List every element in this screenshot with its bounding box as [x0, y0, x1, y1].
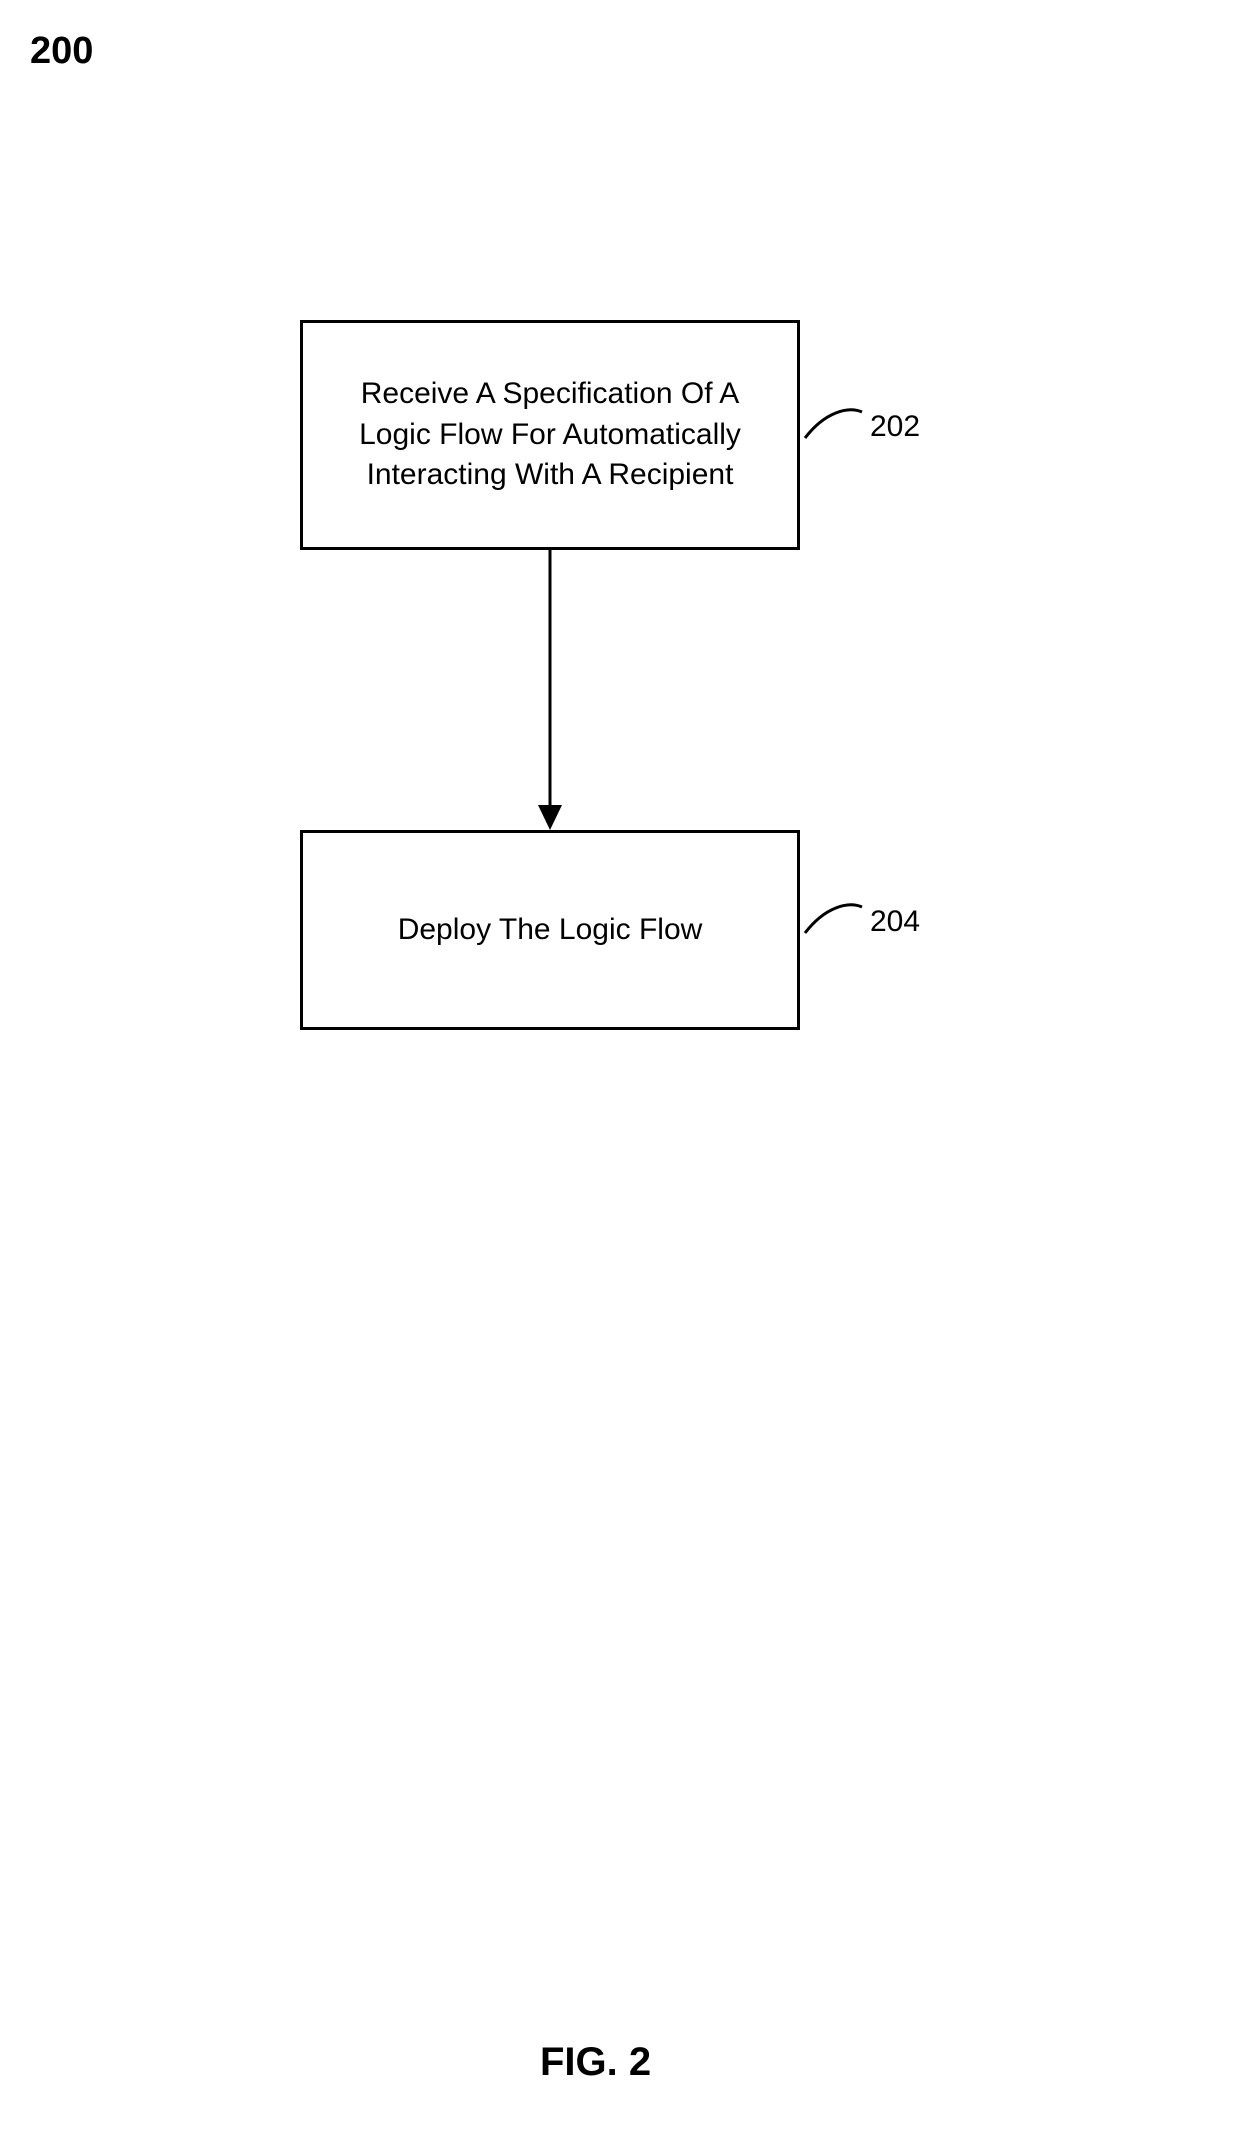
- flow-node-label: Deploy The Logic Flow: [398, 910, 703, 951]
- figure-reference-label: 200: [30, 30, 93, 73]
- ref-arrow-path: [105, 61, 193, 112]
- callout-curve-path: [805, 410, 862, 438]
- flow-arrow-head: [538, 805, 562, 830]
- callout-curve-path: [805, 905, 862, 933]
- figure-caption: FIG. 2: [540, 2040, 651, 2085]
- callout-label: 202: [870, 410, 920, 444]
- flow-node-deploy: Deploy The Logic Flow: [300, 830, 800, 1030]
- flow-arrow-icon: [530, 550, 570, 835]
- callout-curve-icon: [800, 895, 870, 945]
- callout-label: 204: [870, 905, 920, 939]
- flow-node-receive-spec: Receive A Specification Of A Logic Flow …: [300, 320, 800, 550]
- flow-node-label: Receive A Specification Of A Logic Flow …: [323, 374, 777, 496]
- callout-curve-icon: [800, 400, 870, 450]
- diagram-canvas: 200 Receive A Specification Of A Logic F…: [0, 0, 1240, 2139]
